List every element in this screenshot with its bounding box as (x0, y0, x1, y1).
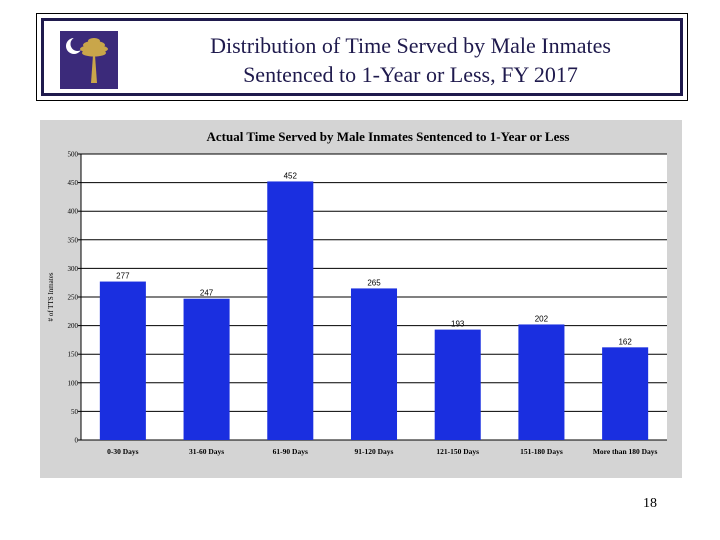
page-number: 18 (643, 496, 657, 511)
bar (602, 347, 649, 440)
y-tick-label: 100 (68, 379, 79, 387)
x-tick-label: 121-150 Days (436, 447, 479, 456)
header-inner-frame: Distribution of Time Served by Male Inma… (41, 18, 683, 96)
slide-title: Distribution of Time Served by Male Inma… (149, 31, 672, 89)
slide-title-line-2: Sentenced to 1-Year or Less, FY 2017 (243, 62, 578, 87)
bar-data-label: 193 (451, 320, 465, 329)
palmetto-crescent-flag-icon (60, 31, 118, 89)
bar-data-label: 452 (284, 171, 298, 180)
bar (434, 329, 481, 440)
bar-chart: Actual Time Served by Male Inmates Sente… (47, 129, 667, 456)
bar (183, 298, 230, 440)
slide-title-line-1: Distribution of Time Served by Male Inma… (210, 33, 611, 58)
bar-data-label: 202 (535, 314, 549, 323)
bar (99, 281, 146, 440)
chart-panel: Actual Time Served by Male Inmates Sente… (40, 120, 682, 478)
x-tick-label: More than 180 Days (593, 447, 658, 456)
x-tick-label: 91-120 Days (355, 447, 394, 456)
bar (267, 181, 314, 440)
y-tick-label: 150 (68, 351, 79, 359)
y-tick-label: 400 (68, 208, 79, 216)
x-tick-label: 61-90 Days (273, 447, 308, 456)
bar-data-label: 277 (116, 272, 130, 281)
x-tick-label: 0-30 Days (107, 447, 139, 456)
y-axis-title: # of TTS Inmates (47, 272, 55, 321)
bar (518, 324, 565, 440)
y-tick-label: 200 (68, 322, 79, 330)
y-tick-label: 450 (68, 179, 79, 187)
y-tick-label: 0 (75, 437, 79, 445)
bar (350, 288, 398, 440)
bar-data-label: 247 (200, 289, 214, 298)
x-tick-label: 151-180 Days (520, 447, 563, 456)
x-tick-label: 31-60 Days (189, 447, 224, 456)
y-tick-label: 50 (71, 408, 79, 416)
header-box: Distribution of Time Served by Male Inma… (36, 13, 688, 101)
y-tick-label: 300 (68, 265, 79, 273)
chart-title: Actual Time Served by Male Inmates Sente… (206, 129, 569, 144)
bar-data-label: 265 (367, 278, 381, 287)
y-tick-label: 250 (68, 294, 79, 302)
y-tick-label: 500 (68, 151, 79, 159)
bar-data-label: 162 (618, 337, 632, 346)
y-tick-label: 350 (68, 236, 79, 244)
